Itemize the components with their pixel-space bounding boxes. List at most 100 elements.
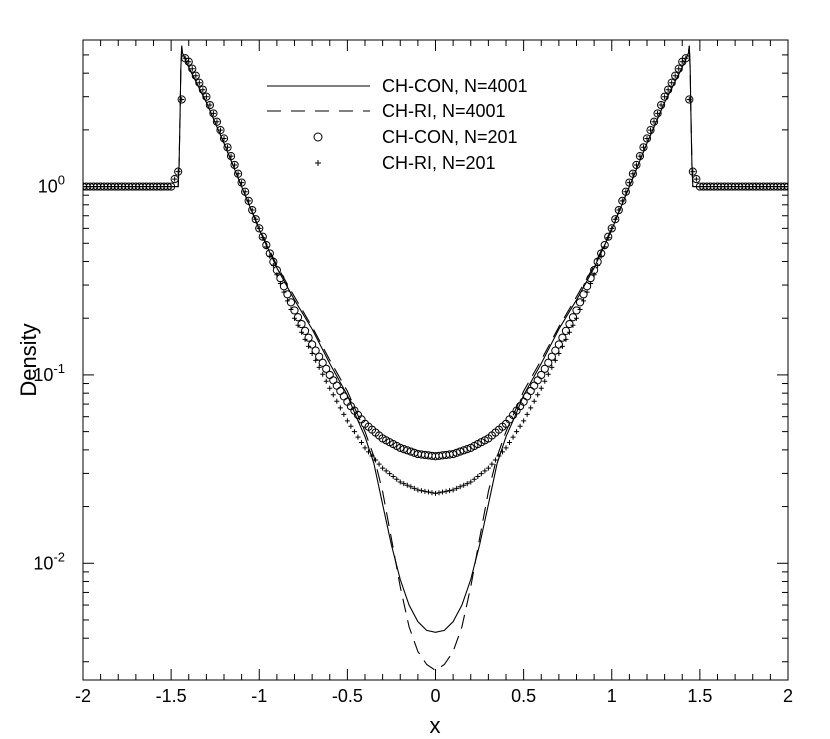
marker-circle — [547, 352, 556, 361]
marker-plus — [443, 488, 449, 494]
marker-circle — [604, 232, 613, 241]
marker-circle — [572, 306, 581, 315]
marker-circle — [396, 443, 405, 452]
marker-plus — [612, 216, 618, 222]
marker-plus — [366, 449, 372, 455]
marker-plus — [626, 180, 632, 186]
marker-plus — [637, 153, 643, 159]
marker-plus — [433, 490, 438, 496]
marker-plus — [658, 102, 664, 108]
marker-plus — [510, 434, 516, 440]
marker-plus — [440, 489, 446, 495]
x-tick-label: 1 — [607, 686, 617, 706]
marker-circle — [649, 117, 659, 126]
marker-plus — [662, 94, 668, 100]
marker-circle — [568, 313, 578, 322]
marker-plus — [559, 343, 565, 349]
marker-circle — [406, 447, 415, 456]
marker-plus — [186, 59, 192, 65]
marker-plus — [690, 169, 696, 175]
marker-plus — [563, 336, 569, 342]
marker-circle — [286, 298, 296, 307]
marker-circle — [639, 143, 648, 152]
marker-plus — [260, 235, 266, 241]
marker-plus — [552, 357, 558, 363]
marker-circle — [403, 446, 412, 455]
marker-plus — [485, 465, 491, 471]
marker-plus — [246, 198, 252, 204]
marker-circle — [170, 175, 179, 184]
marker-circle — [297, 319, 306, 329]
marker-plus — [648, 127, 654, 133]
marker-plus — [239, 180, 245, 186]
marker-plus — [344, 418, 350, 424]
marker-plus — [302, 336, 308, 342]
marker-circle — [223, 143, 232, 152]
marker-plus — [288, 307, 294, 313]
marker-circle — [530, 381, 539, 390]
marker-circle — [191, 71, 200, 80]
marker-circle — [188, 64, 197, 73]
legend: CH-CON, N=4001 CH-RI, N=4001 CH-CON, N=201… — [267, 76, 528, 173]
legend-item: CH-CON, N=4001 — [267, 76, 528, 96]
marker-circle — [561, 326, 571, 335]
marker-plus — [591, 272, 597, 278]
marker-circle — [205, 100, 214, 110]
marker-circle — [399, 444, 408, 454]
marker-plus — [274, 272, 280, 278]
marker-plus — [598, 253, 604, 259]
marker-plus — [581, 298, 587, 304]
marker-plus — [189, 66, 195, 72]
marker-plus — [492, 457, 498, 463]
marker-circle — [554, 340, 563, 349]
marker-plus — [683, 55, 689, 61]
marker-plus — [182, 55, 188, 61]
marker-plus — [253, 216, 259, 222]
marker-circle — [195, 78, 204, 87]
marker-circle — [184, 57, 193, 66]
marker-plus — [348, 423, 354, 429]
marker-plus — [217, 127, 223, 133]
marker-circle — [523, 392, 532, 401]
y-tick-label: 100 — [38, 173, 65, 197]
marker-plus — [425, 489, 431, 495]
marker-circle — [290, 306, 299, 315]
marker-plus — [292, 315, 297, 321]
marker-plus — [362, 445, 368, 451]
marker-plus — [478, 471, 484, 477]
legend-label: CH-CON, N=4001 — [382, 76, 528, 96]
marker-circle — [526, 386, 535, 396]
y-tick-label: 10-2 — [33, 549, 65, 573]
marker-circle — [219, 134, 229, 143]
marker-circle — [452, 448, 461, 457]
marker-circle — [611, 215, 620, 224]
marker-plus — [655, 110, 661, 116]
marker-circle — [463, 444, 472, 454]
legend-swatch-circle — [313, 132, 323, 142]
y-axis: 100 10-1 10-2 — [33, 39, 788, 663]
line-ch-ri-4001 — [83, 45, 788, 672]
marker-plus — [411, 485, 417, 491]
marker-plus — [429, 490, 435, 496]
marker-plus — [574, 315, 579, 321]
marker-plus — [193, 73, 199, 79]
marker-plus — [175, 169, 181, 175]
marker-plus — [337, 405, 343, 411]
marker-circle — [685, 95, 694, 104]
marker-circle — [336, 386, 345, 396]
marker-circle — [293, 313, 303, 322]
marker-plus — [584, 289, 590, 295]
marker-plus — [235, 171, 241, 177]
marker-plus — [380, 465, 386, 471]
marker-circle — [174, 167, 183, 176]
marker-plus — [644, 135, 650, 141]
marker-plus — [450, 487, 456, 493]
marker-plus — [168, 184, 174, 190]
marker-circle — [216, 126, 225, 135]
marker-plus — [196, 80, 202, 86]
marker-plus — [401, 481, 407, 487]
marker-plus — [225, 144, 231, 150]
marker-circle — [565, 319, 574, 329]
marker-plus — [496, 453, 502, 459]
marker-circle — [575, 298, 585, 307]
